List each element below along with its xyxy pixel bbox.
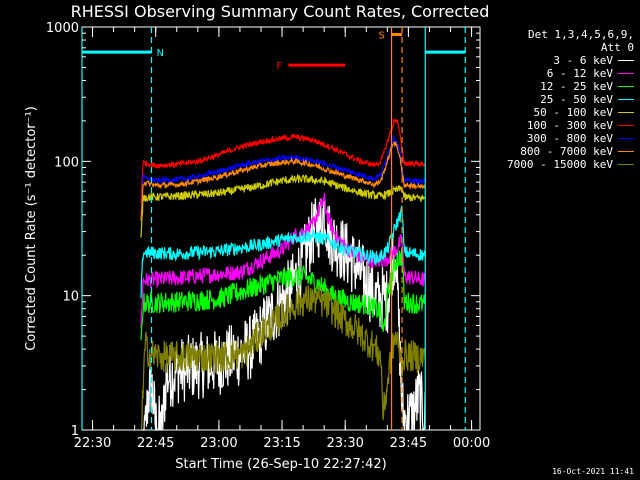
x-tick-label: 22:45 bbox=[137, 436, 174, 451]
legend-swatch bbox=[618, 112, 634, 113]
y-tick-label: 1000 bbox=[46, 21, 79, 36]
legend-entry: 300 - 800 keV bbox=[484, 132, 634, 145]
series-line-0 bbox=[141, 198, 426, 431]
x-tick-label: 23:00 bbox=[200, 436, 237, 451]
timestamp-footer: 16-Oct-2021 11:41 bbox=[552, 467, 634, 476]
legend-label: 25 - 50 keV bbox=[540, 93, 613, 106]
x-tick-label: 23:30 bbox=[326, 436, 363, 451]
legend-entry: 100 - 300 keV bbox=[484, 119, 634, 132]
x-tick-label: 22:30 bbox=[74, 436, 111, 451]
legend-entry: 6 - 12 keV bbox=[484, 67, 634, 80]
legend-label: 7000 - 15000 keV bbox=[507, 158, 613, 171]
saa-label: S bbox=[379, 30, 385, 41]
series-line-4 bbox=[140, 173, 426, 238]
y-tick-label: 1 bbox=[71, 424, 79, 439]
legend-entry: 50 - 100 keV bbox=[484, 106, 634, 119]
legend-attenuator: Att 0 bbox=[600, 41, 634, 54]
legend-label: 50 - 100 keV bbox=[533, 106, 613, 119]
legend-swatch bbox=[618, 151, 634, 152]
legend-label: 6 - 12 keV bbox=[546, 67, 613, 80]
series-line-5 bbox=[140, 118, 426, 204]
series-line-3 bbox=[140, 205, 426, 299]
y-tick-label: 10 bbox=[62, 290, 79, 305]
series-line-8 bbox=[140, 285, 426, 431]
series-line-7 bbox=[140, 141, 426, 221]
y-axis-label: Corrected Count Rate (s⁻¹ detector⁻¹) bbox=[24, 106, 39, 351]
legend-swatch bbox=[618, 86, 634, 87]
legend-label: 3 - 6 keV bbox=[553, 54, 613, 67]
legend-entry: 25 - 50 keV bbox=[484, 93, 634, 106]
series-line-6 bbox=[140, 135, 426, 220]
x-tick-label: 00:00 bbox=[453, 436, 490, 451]
legend-swatch bbox=[618, 73, 634, 74]
flare-label: F bbox=[276, 61, 282, 72]
legend-entry: 800 - 7000 keV bbox=[484, 145, 634, 158]
legend-entry: 7000 - 15000 keV bbox=[484, 158, 634, 171]
legend-detectors: Det 1,3,4,5,6,9, bbox=[528, 28, 634, 41]
legend-label: 800 - 7000 keV bbox=[520, 145, 613, 158]
y-tick-label: 100 bbox=[54, 155, 79, 170]
chart-title: RHESSI Observing Summary Count Rates, Co… bbox=[71, 2, 490, 21]
legend-label: 12 - 25 keV bbox=[540, 80, 613, 93]
legend-swatch bbox=[618, 125, 634, 126]
legend-label: 100 - 300 keV bbox=[526, 119, 613, 132]
x-axis-label: Start Time (26-Sep-10 22:27:42) bbox=[175, 457, 386, 472]
x-tick-label: 23:45 bbox=[390, 436, 427, 451]
x-tick-label: 23:15 bbox=[263, 436, 300, 451]
night-label: N bbox=[156, 48, 163, 59]
legend-label: 300 - 800 keV bbox=[526, 132, 613, 145]
legend-entry: 12 - 25 keV bbox=[484, 80, 634, 93]
legend-swatch bbox=[618, 60, 634, 61]
legend-entry: 3 - 6 keV bbox=[484, 54, 634, 67]
series-line-2 bbox=[140, 247, 426, 341]
legend: Det 1,3,4,5,6,9, Att 0 3 - 6 keV 6 - 12 k… bbox=[484, 28, 634, 171]
legend-swatch bbox=[618, 138, 634, 139]
legend-swatch bbox=[618, 99, 634, 100]
legend-swatch bbox=[618, 164, 634, 165]
